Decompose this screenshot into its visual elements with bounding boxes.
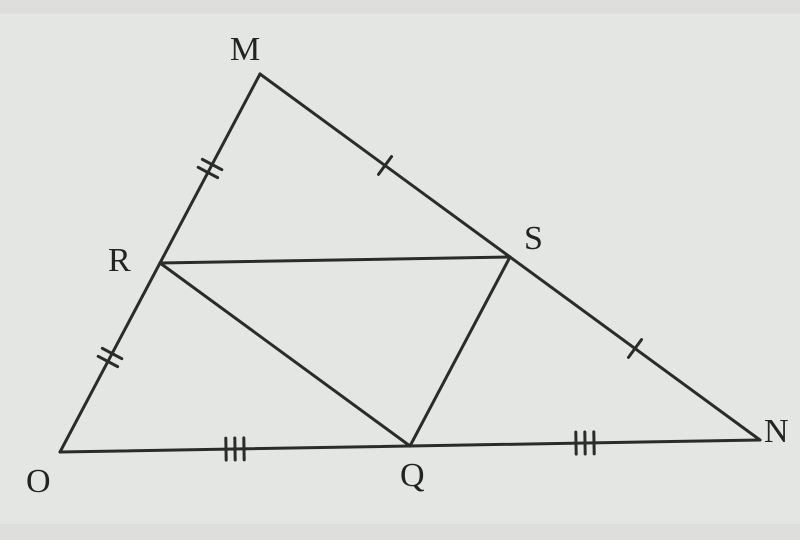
segment-SQ xyxy=(410,257,510,446)
page-edge-bottom xyxy=(0,524,800,540)
tick-RM-1 xyxy=(198,167,217,177)
tick-OR-2 xyxy=(102,348,121,358)
tick-MS-1 xyxy=(379,157,392,175)
tick-SN-1 xyxy=(629,340,642,358)
label-N: N xyxy=(764,413,789,450)
page-edge-top xyxy=(0,0,800,14)
label-M: M xyxy=(230,31,260,68)
paper-region: M R S O Q N xyxy=(0,14,800,524)
label-O: O xyxy=(26,463,51,500)
tick-OR-1 xyxy=(98,356,117,366)
tick-RM-2 xyxy=(202,159,221,169)
label-Q: Q xyxy=(400,457,425,494)
segment-RQ xyxy=(160,263,410,446)
label-S: S xyxy=(524,220,543,257)
triangle-midsegment-diagram: M R S O Q N xyxy=(0,14,800,524)
stage: M R S O Q N xyxy=(0,0,800,540)
label-R: R xyxy=(108,242,131,279)
segment-RS xyxy=(160,257,510,263)
